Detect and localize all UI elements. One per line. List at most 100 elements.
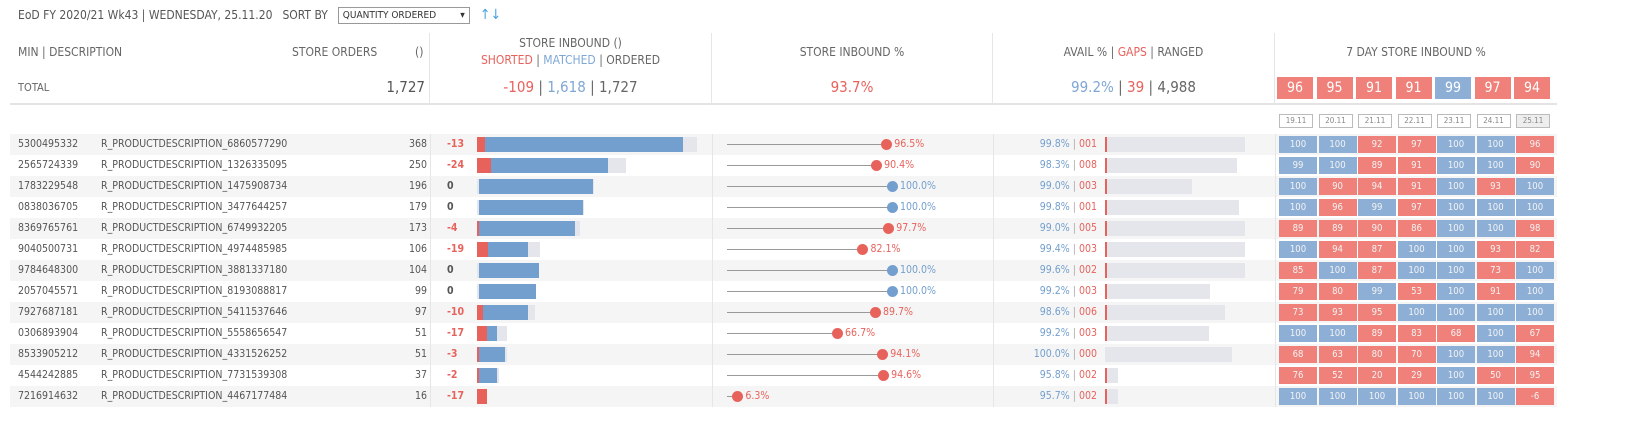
column-divider: [993, 218, 994, 239]
column-divider: [993, 197, 994, 218]
min-number: 2057045571: [18, 285, 79, 297]
7day-cell: 100: [1437, 388, 1475, 405]
column-divider: [712, 134, 713, 155]
table-row[interactable]: 8369765761 R_PRODUCTDESCRIPTION_674993220…: [10, 218, 1557, 239]
7day-cell: 50: [1476, 367, 1515, 384]
sort-toggle-icon[interactable]: ↑↓: [479, 7, 501, 23]
7day-cell: 100: [1476, 346, 1515, 363]
gaps-count: 002: [1078, 369, 1097, 381]
table-row[interactable]: 9040500731 R_PRODUCTDESCRIPTION_497448598…: [10, 239, 1557, 260]
product-description: R_PRODUCTDESCRIPTION_5558656547: [101, 327, 288, 339]
matched-bar: [479, 368, 498, 383]
7day-cell: 95: [1358, 304, 1396, 321]
avail-pct: 99.0%: [1039, 180, 1070, 192]
7day-cell: 100: [1279, 325, 1317, 342]
product-description: R_PRODUCTDESCRIPTION_4467177484: [101, 390, 288, 402]
lollipop-dot: [881, 139, 893, 150]
inbound-pct: 100.0%: [900, 180, 937, 192]
7day-cell: 89: [1279, 220, 1317, 237]
legend-ordered: ORDERED: [606, 53, 661, 67]
7day-cell: 87: [1358, 241, 1396, 258]
table-row[interactable]: 2057045571 R_PRODUCTDESCRIPTION_819308881…: [10, 281, 1557, 302]
7day-total-cell: 95: [1316, 77, 1353, 99]
separator: |: [1118, 78, 1123, 96]
7day-cell: 100: [1397, 304, 1436, 321]
column-divider: [993, 323, 994, 344]
lollipop-dot: [883, 223, 895, 234]
7day-cell: 90: [1516, 157, 1554, 174]
separator: |: [599, 53, 603, 67]
matched-bar: [484, 137, 684, 152]
column-divider: [712, 176, 713, 197]
date-label: 21.11: [1358, 114, 1392, 128]
table-row[interactable]: 9784648300 R_PRODUCTDESCRIPTION_388133718…: [10, 260, 1557, 281]
lollipop-dot: [877, 349, 889, 360]
lollipop-dot: [878, 370, 890, 381]
table-row[interactable]: 7927687181 R_PRODUCTDESCRIPTION_541153764…: [10, 302, 1557, 323]
7day-cell: 99: [1358, 283, 1396, 300]
divider: |: [1069, 243, 1079, 255]
gaps-count: 000: [1078, 348, 1097, 360]
product-description: R_PRODUCTDESCRIPTION_4974485985: [101, 243, 288, 255]
gaps-count: 002: [1078, 264, 1097, 276]
lollipop-dot: [871, 160, 883, 171]
product-description: R_PRODUCTDESCRIPTION_8193088817: [101, 285, 288, 297]
shorted-bar: [477, 389, 488, 404]
min-description-header: MIN | DESCRIPTION: [18, 45, 123, 59]
shorted-value: 0: [447, 201, 454, 213]
7day-cell: 92: [1358, 136, 1396, 153]
avail-gaps: 99.8% | 001: [1040, 138, 1097, 150]
ranged-bar: [1105, 368, 1118, 383]
inbound-pct: 66.7%: [845, 327, 876, 339]
avail-label: AVAIL %: [1063, 45, 1108, 59]
column-divider: [430, 323, 431, 344]
table-row[interactable]: 4544242885 R_PRODUCTDESCRIPTION_773153930…: [10, 365, 1557, 386]
table-row[interactable]: 1783229548 R_PRODUCTDESCRIPTION_147590873…: [10, 176, 1557, 197]
min-number: 7216914632: [18, 390, 79, 402]
separator: |: [538, 78, 543, 96]
product-description: R_PRODUCTDESCRIPTION_1475908734: [101, 180, 288, 192]
shorted-total: -109: [503, 78, 535, 96]
store-orders: 37: [414, 369, 427, 381]
7day-cell: 89: [1358, 325, 1396, 342]
ranged-bar: [1105, 137, 1245, 152]
table-row[interactable]: 0838036705 R_PRODUCTDESCRIPTION_347764425…: [10, 197, 1557, 218]
ranged-bar: [1105, 242, 1245, 257]
table-row[interactable]: 0306893904 R_PRODUCTDESCRIPTION_555865654…: [10, 323, 1557, 344]
matched-bar: [482, 305, 528, 320]
column-divider: [430, 176, 431, 197]
sort-dropdown[interactable]: QUANTITY ORDERED ▾: [337, 6, 470, 24]
table-row[interactable]: 7216914632 R_PRODUCTDESCRIPTION_446717748…: [10, 386, 1557, 407]
table-row[interactable]: 8533905212 R_PRODUCTDESCRIPTION_433152625…: [10, 344, 1557, 365]
column-divider: [430, 197, 431, 218]
gaps-count: 002: [1078, 390, 1097, 402]
7day-cell: 99: [1358, 199, 1396, 216]
store-orders: 104: [408, 264, 427, 276]
table-row[interactable]: 5300495332 R_PRODUCTDESCRIPTION_686057729…: [10, 134, 1557, 155]
lollipop-line: [727, 165, 877, 166]
lollipop-dot: [887, 202, 898, 213]
header-inbound-pct: STORE INBOUND % 93.7%: [712, 33, 993, 105]
avail-pct: 98.3%: [1039, 159, 1070, 171]
7day-cell: 100: [1476, 199, 1515, 216]
product-description: R_PRODUCTDESCRIPTION_6860577290: [101, 138, 288, 150]
column-divider: [712, 386, 713, 407]
table-row[interactable]: 2565724339 R_PRODUCTDESCRIPTION_132633509…: [10, 155, 1557, 176]
date-label: 23.11: [1437, 114, 1471, 128]
7day-cell: 100: [1476, 157, 1515, 174]
avail-gaps: 99.0% | 003: [1040, 180, 1097, 192]
matched-bar: [479, 200, 583, 215]
7day-cell: 99: [1279, 157, 1317, 174]
separator: |: [1150, 45, 1154, 59]
matched-bar: [479, 221, 576, 236]
lollipop-line: [727, 312, 875, 313]
shorted-value: 0: [447, 285, 454, 297]
header-description: MIN | DESCRIPTION STORE ORDERS () TOTAL …: [10, 33, 430, 105]
min-number: 9784648300: [18, 264, 79, 276]
total-orders: 1,727: [386, 78, 425, 96]
shorted-bar: [477, 326, 488, 341]
7day-cell: 100: [1279, 241, 1317, 258]
ranged-total: 4,988: [1157, 78, 1196, 96]
column-divider: [712, 218, 713, 239]
7day-cell: 97: [1397, 136, 1436, 153]
